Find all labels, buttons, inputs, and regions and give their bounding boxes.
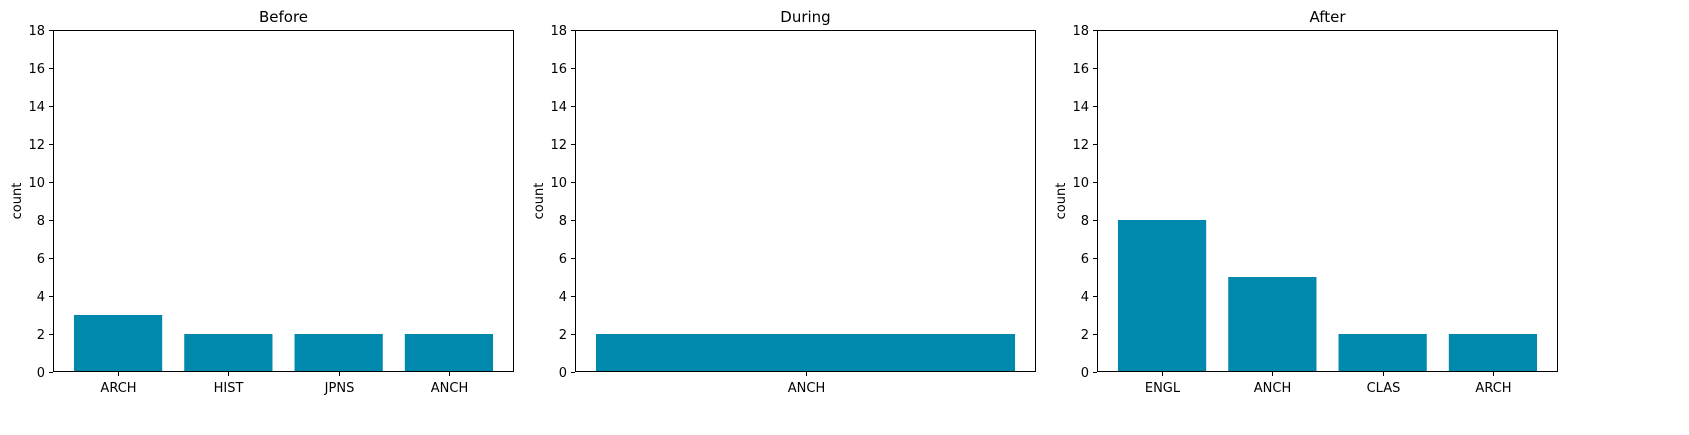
x-tick-label: ANCH: [788, 381, 825, 396]
y-tick-label: 10: [1072, 176, 1089, 191]
y-axis-label: count: [532, 183, 547, 220]
y-tick-label: 6: [1081, 252, 1089, 267]
x-tick-label: ARCH: [100, 381, 136, 396]
chart-title: After: [1309, 8, 1346, 26]
axes-frame: [575, 30, 1036, 372]
y-tick-label: 10: [28, 176, 45, 191]
y-tick-label: 14: [28, 100, 45, 115]
y-tick-label: 2: [559, 328, 567, 343]
y-tick-label: 18: [550, 24, 567, 39]
y-tick-label: 6: [559, 252, 567, 267]
y-tick-label: 4: [37, 290, 45, 305]
bar-arch: [1448, 334, 1538, 372]
axes-frame: [1097, 30, 1558, 372]
y-tick-label: 2: [1081, 328, 1089, 343]
y-tick-label: 4: [559, 290, 567, 305]
y-tick-label: 12: [550, 138, 567, 153]
x-tick-label: ANCH: [431, 381, 468, 396]
bar-arch: [73, 315, 163, 372]
chart-title: Before: [259, 8, 308, 26]
bar-anch: [404, 334, 494, 372]
bar-anch: [1228, 277, 1317, 372]
x-tick-label: ANCH: [1254, 381, 1291, 396]
chart-panel-3: 0 2 4 6 8 10 12 14 16 18 ENGL ANCH CLAS ARCH After coun…: [1054, 8, 1558, 396]
y-tick-label: 0: [559, 366, 567, 381]
bar-hist: [184, 334, 273, 372]
bar-clas: [1338, 334, 1427, 372]
x-tick-label: HIST: [214, 381, 244, 396]
y-tick-label: 8: [1081, 214, 1089, 229]
x-tick-label: JPNS: [324, 381, 355, 396]
y-tick-label: 0: [1081, 366, 1089, 381]
y-tick-label: 4: [1081, 290, 1089, 305]
y-tick-label: 14: [550, 100, 567, 115]
axes-frame: [53, 30, 514, 372]
x-tick-label: ARCH: [1475, 381, 1511, 396]
y-tick-label: 16: [1072, 62, 1089, 77]
y-axis-label: count: [10, 183, 25, 220]
bar-jpns: [294, 334, 383, 372]
bar-engl: [1117, 220, 1207, 372]
chart-panel-2: 0 2 4 6 8 10 12 14 16 18 ANCH During count: [532, 8, 1036, 396]
y-tick-label: 6: [37, 252, 45, 267]
y-tick-label: 12: [28, 138, 45, 153]
x-tick-label: CLAS: [1367, 381, 1401, 396]
y-tick-label: 18: [28, 24, 45, 39]
y-tick-label: 14: [1072, 100, 1089, 115]
y-tick-label: 8: [559, 214, 567, 229]
y-tick-label: 16: [550, 62, 567, 77]
y-tick-label: 12: [1072, 138, 1089, 153]
y-tick-label: 18: [1072, 24, 1089, 39]
bar-anch: [595, 334, 1016, 372]
y-tick-label: 10: [550, 176, 567, 191]
x-tick-label: ENGL: [1145, 381, 1181, 396]
y-tick-label: 16: [28, 62, 45, 77]
y-tick-label: 8: [37, 214, 45, 229]
y-axis-label: count: [1054, 183, 1069, 220]
y-tick-label: 2: [37, 328, 45, 343]
y-tick-label: 0: [37, 366, 45, 381]
chart-panel-1: 0 2 4 6 8 10 12 14 16 18 ARCH HIST JPNS ANCH Before cou…: [10, 8, 514, 396]
chart-title: During: [780, 8, 830, 26]
